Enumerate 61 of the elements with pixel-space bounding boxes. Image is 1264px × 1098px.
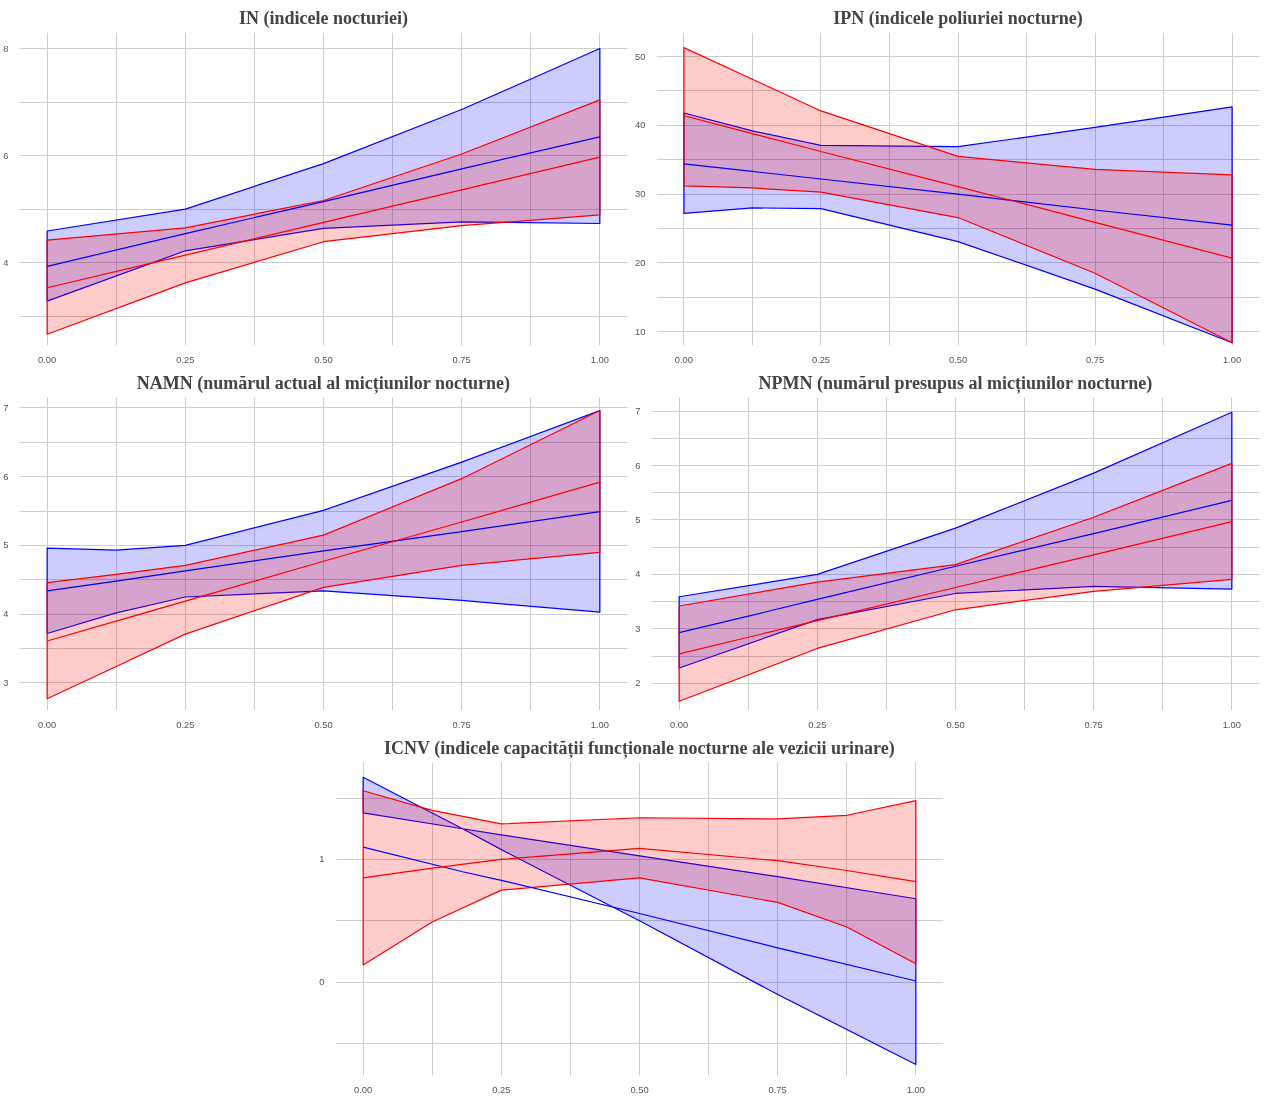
x-tick-label: 1.00	[1223, 354, 1242, 365]
chart-title: IPN (indicele poliuriei nocturne)	[833, 7, 1083, 29]
x-tick-label: 0.00	[354, 1084, 373, 1095]
y-tick-label: 10	[635, 326, 646, 337]
chart-title: NPMN (numărul presupus al micțiunilor nocturne)	[758, 372, 1153, 394]
x-tick-label: 0.75	[452, 719, 471, 730]
x-tick-label: 0.50	[314, 354, 333, 365]
x-tick-label: 0.25	[176, 354, 195, 365]
y-tick-label: 3	[635, 623, 641, 634]
y-tick-label: 3	[3, 677, 9, 688]
x-tick-label: 0.00	[674, 354, 693, 365]
y-tick-label: 7	[635, 406, 641, 417]
y-tick-label: 8	[3, 43, 9, 54]
x-tick-label: 0.75	[452, 354, 471, 365]
x-tick-label: 1.00	[590, 354, 609, 365]
y-tick-label: 40	[635, 120, 646, 131]
y-tick-label: 0	[319, 977, 325, 988]
x-tick-label: 0.25	[811, 354, 831, 365]
x-tick-label: 1.00	[906, 1084, 925, 1095]
y-tick-label: 6	[3, 471, 9, 482]
line-series	[46, 136, 601, 267]
x-tick-label: 0.75	[1085, 354, 1105, 365]
y-tick-label: 2	[635, 678, 641, 689]
y-tick-label: 6	[3, 150, 9, 161]
y-tick-label: 1	[319, 854, 325, 865]
x-tick-label: 0.50	[314, 719, 333, 730]
y-tick-label: 4	[635, 569, 641, 580]
y-tick-label: 5	[3, 540, 9, 551]
y-tick-label: 6	[635, 460, 641, 471]
x-tick-label: 0.50	[948, 354, 968, 365]
chart-title: IN (indicele nocturiei)	[239, 7, 408, 29]
x-tick-label: 0.50	[946, 719, 965, 730]
line-series	[46, 481, 601, 642]
y-tick-label: 4	[3, 609, 9, 620]
line-series	[46, 511, 601, 592]
line-series	[678, 521, 1233, 655]
line-series	[46, 156, 601, 289]
line-series	[678, 499, 1233, 634]
x-tick-label: 1.00	[590, 719, 609, 730]
line-series	[683, 163, 1233, 226]
x-tick-label: 0.75	[768, 1084, 787, 1095]
line-series	[362, 846, 917, 982]
x-tick-label: 0.25	[176, 719, 195, 730]
x-tick-label: 0.00	[38, 354, 57, 365]
y-tick-label: 30	[635, 189, 646, 200]
line-series	[362, 847, 917, 883]
y-tick-label: 7	[3, 402, 9, 413]
chart-title: NAMN (numărul actual al micțiunilor nocturne)	[136, 372, 510, 394]
x-tick-label: 0.00	[38, 719, 57, 730]
x-tick-label: 0.00	[670, 719, 689, 730]
line-series	[683, 115, 1233, 259]
x-tick-label: 1.00	[1222, 719, 1241, 730]
chart-title: ICNV (indicele capacității funcționale nocturne ale vezicii urinare)	[383, 737, 895, 759]
y-tick-label: 50	[635, 51, 646, 62]
y-tick-label: 4	[3, 257, 9, 268]
y-tick-label: 20	[635, 257, 646, 268]
y-tick-label: 5	[635, 514, 641, 525]
x-tick-label: 0.75	[1084, 719, 1103, 730]
x-tick-label: 0.50	[630, 1084, 649, 1095]
x-tick-label: 0.25	[808, 719, 827, 730]
x-tick-label: 0.25	[492, 1084, 511, 1095]
